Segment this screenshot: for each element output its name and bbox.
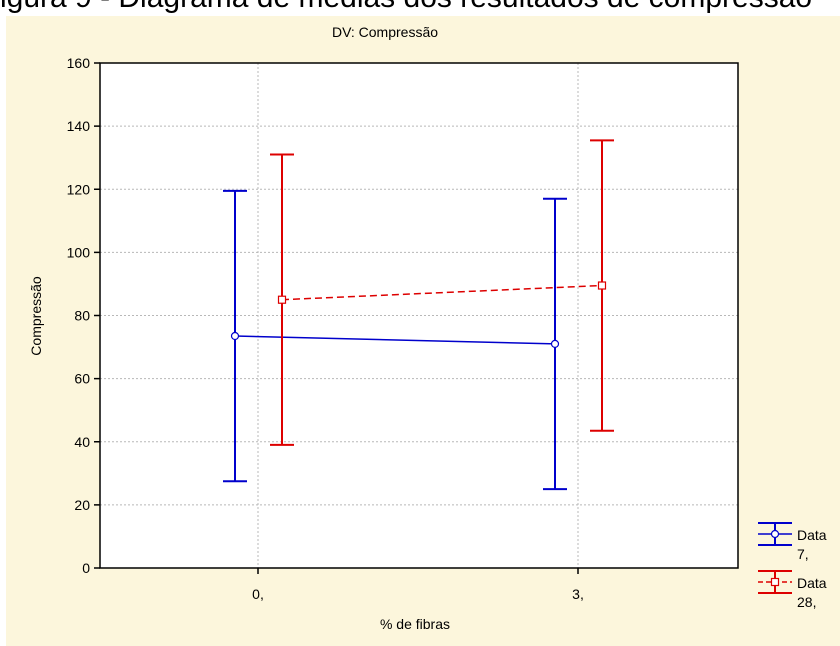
y-axis: 0 20 40 60 80 100 120 140 160 <box>67 55 100 576</box>
data-point <box>230 331 240 341</box>
data-point <box>550 339 560 349</box>
legend-label: Data <box>797 527 827 543</box>
legend-marker <box>770 529 780 539</box>
y-tick-label: 60 <box>74 371 90 387</box>
y-tick-label: 100 <box>67 244 91 260</box>
y-tick-label: 140 <box>67 118 91 134</box>
x-tick-label: 3, <box>572 586 584 602</box>
x-axis: 0, 3, <box>252 568 584 602</box>
data-point <box>277 295 287 304</box>
legend-entry-2: Data 28, <box>758 570 827 610</box>
data-point <box>597 281 607 290</box>
legend: Data 7, Data 28, <box>758 522 827 610</box>
document-caption: igura 9 - Diagrama de médias dos resulta… <box>0 0 840 16</box>
plot-area <box>100 63 738 568</box>
series-2 <box>270 139 614 446</box>
legend-label: Data <box>797 575 827 591</box>
y-tick-label: 40 <box>74 434 90 450</box>
series-line <box>234 335 556 345</box>
y-tick-label: 80 <box>74 308 90 324</box>
series-line <box>281 284 603 301</box>
y-tick-label: 120 <box>67 181 91 197</box>
y-tick-label: 160 <box>67 55 91 71</box>
legend-marker <box>770 577 780 587</box>
x-tick-label: 0, <box>252 586 264 602</box>
plot-frame <box>99 62 739 569</box>
legend-label: 7, <box>797 546 809 562</box>
chart-title: DV: Compressão <box>332 24 438 40</box>
series-layer <box>223 139 614 491</box>
series-1 <box>223 189 567 491</box>
y-tick-label: 0 <box>82 560 90 576</box>
y-tick-label: 20 <box>74 497 90 513</box>
legend-entry-1: Data 7, <box>758 522 827 562</box>
legend-label: 28, <box>797 594 816 610</box>
y-axis-label: Compressão <box>28 276 44 356</box>
x-axis-label: % de fibras <box>380 616 450 632</box>
gridlines <box>100 63 738 568</box>
